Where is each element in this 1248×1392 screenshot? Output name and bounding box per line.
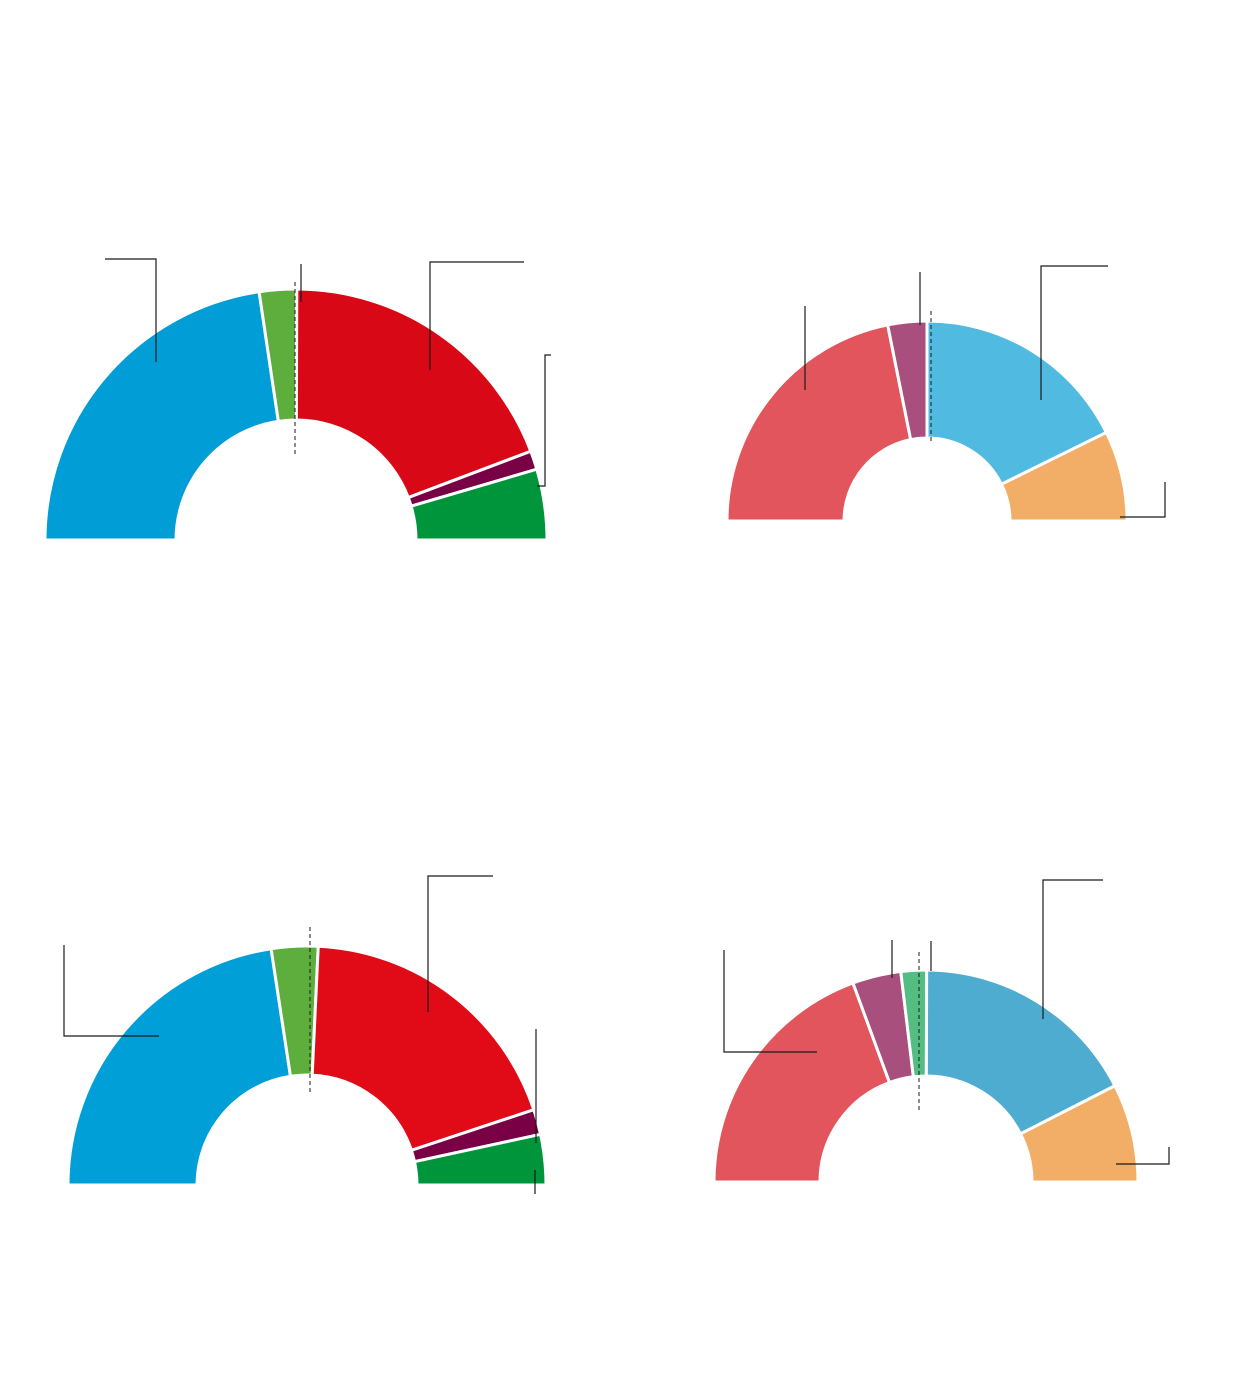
chart-2-slice-4 (999, 430, 1129, 523)
leader-line-1-purple (537, 354, 551, 487)
chart-4-slice-4 (924, 968, 1117, 1136)
chart-1-slice-5 (409, 467, 549, 542)
chart-1-slice-3 (294, 287, 533, 500)
leader-line-4-red (723, 950, 817, 1053)
chart-2-slice-1 (725, 323, 913, 523)
chart-2-slice-3 (925, 319, 1109, 487)
seat-chart-2 (725, 265, 1166, 523)
seat-chart-1 (43, 258, 551, 542)
leader-line-4-blue (1042, 879, 1103, 1019)
chart-3-slice-1 (66, 947, 293, 1187)
seat-chart-4 (712, 879, 1170, 1184)
chart-3-slice-3 (310, 944, 536, 1153)
leader-line-2-orange (1120, 482, 1166, 518)
seat-chart-3 (63, 875, 548, 1194)
leader-line-1-blue (105, 258, 157, 362)
leader-line-4-orange (1116, 1147, 1170, 1165)
leader-line-2-blue (1040, 265, 1108, 400)
leader-line-3-red (427, 875, 493, 1012)
chart-4-slice-5 (1018, 1083, 1140, 1184)
leader-line-1-red (429, 261, 524, 370)
chart-4-slice-1 (712, 981, 892, 1184)
chart-3-slice-5 (412, 1132, 548, 1187)
chart-1-slice-1 (43, 290, 281, 542)
leader-line-3-blue (63, 945, 159, 1037)
